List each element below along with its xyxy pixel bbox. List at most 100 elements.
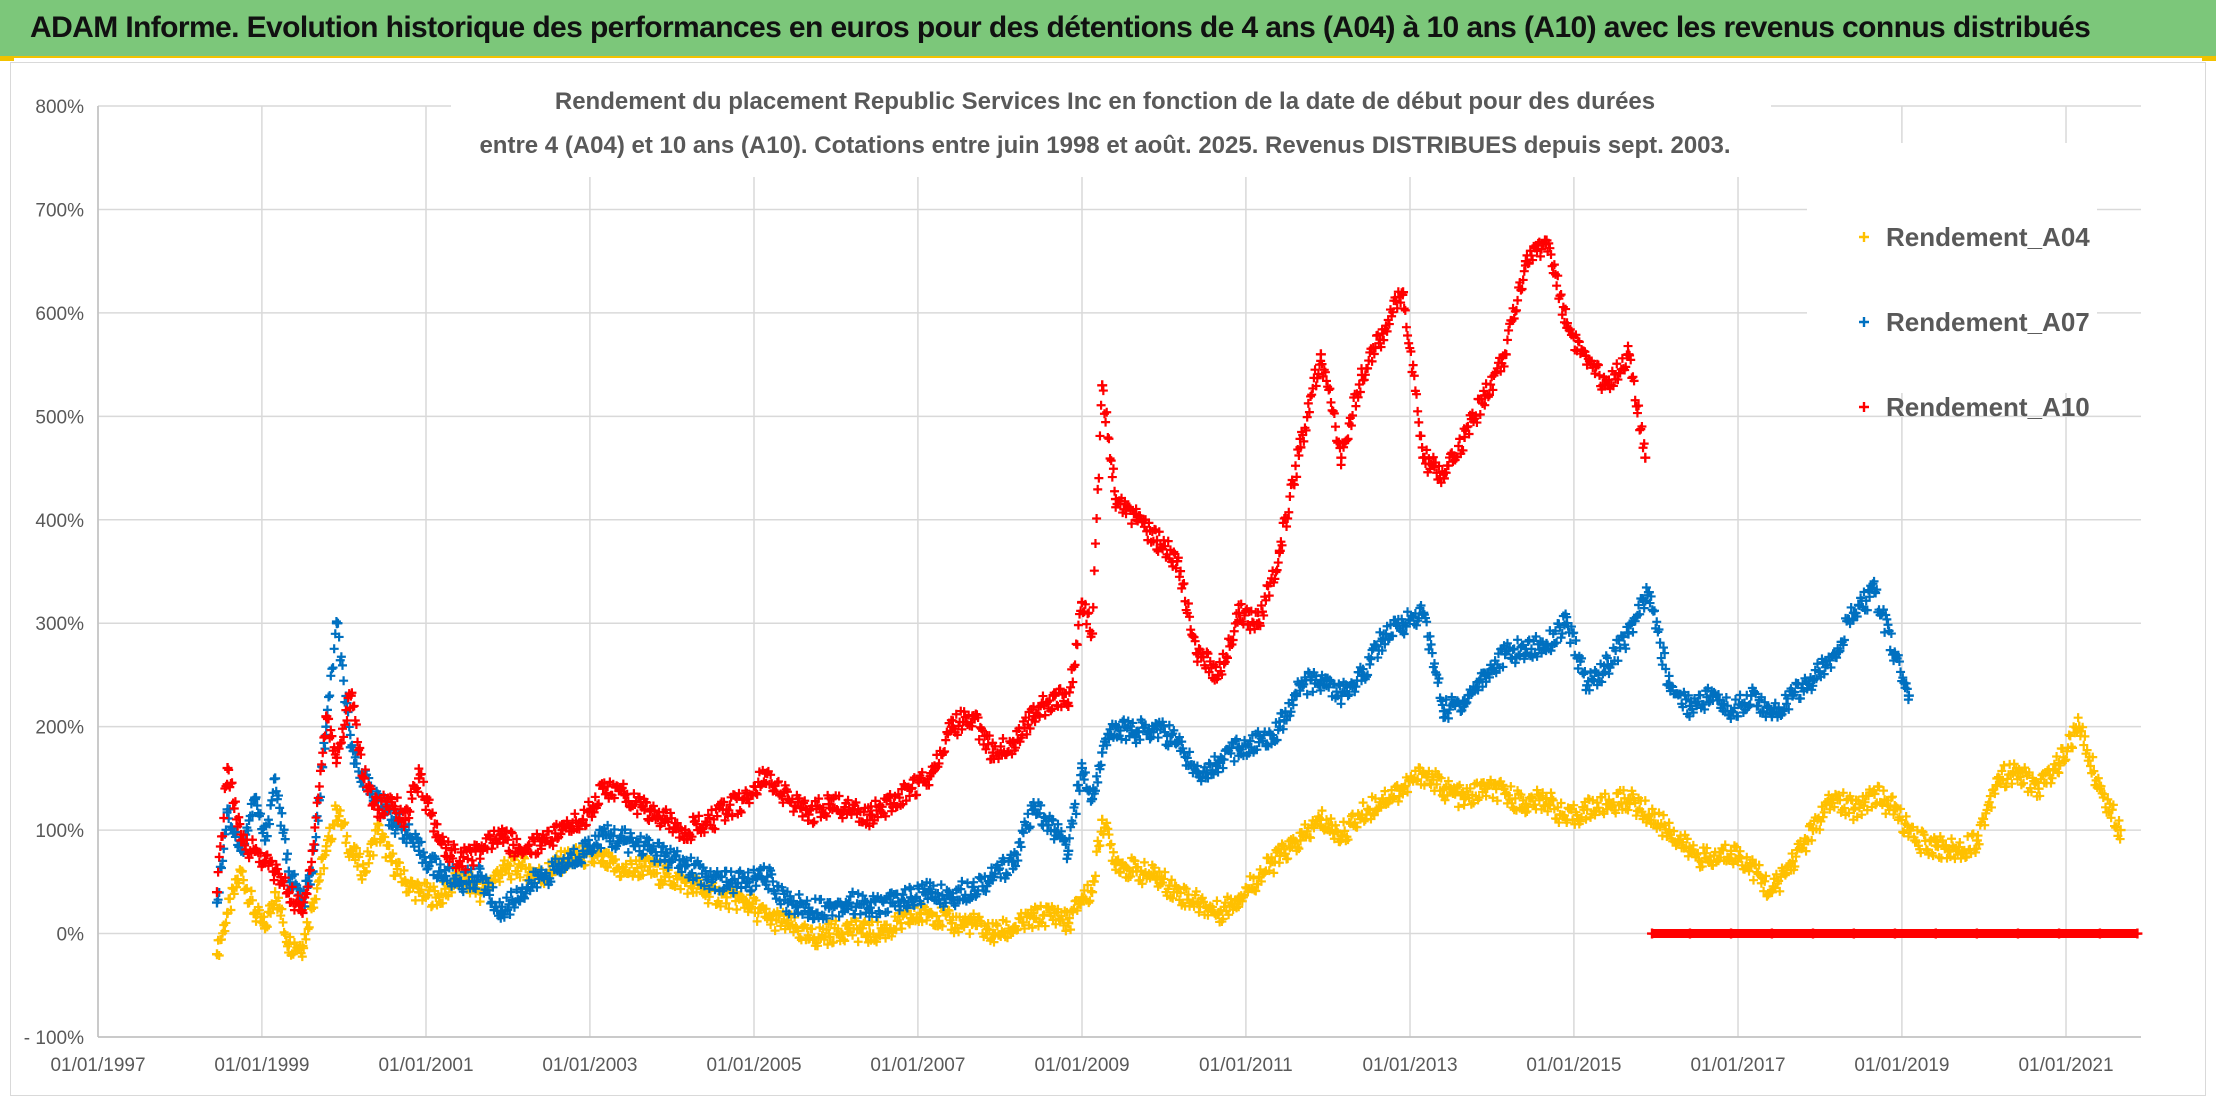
data-point — [1182, 753, 1192, 763]
data-point — [1204, 758, 1214, 768]
data-point — [724, 805, 734, 815]
data-point — [224, 765, 234, 775]
data-point — [1763, 701, 1773, 711]
data-point — [1619, 785, 1629, 795]
data-point — [741, 895, 751, 905]
data-point — [905, 919, 915, 929]
data-point — [1428, 775, 1438, 785]
data-point — [266, 908, 276, 918]
data-point — [262, 831, 272, 841]
data-point — [1909, 832, 1919, 842]
data-point — [1340, 826, 1350, 836]
data-point — [1801, 846, 1811, 856]
data-point — [541, 868, 551, 878]
data-point — [1401, 621, 1411, 631]
data-point — [330, 750, 340, 760]
data-point — [503, 835, 513, 845]
data-point — [816, 894, 826, 904]
data-point — [1516, 285, 1526, 295]
data-point — [1403, 787, 1413, 797]
data-point — [334, 632, 344, 642]
data-point — [1819, 669, 1829, 679]
data-point — [1664, 818, 1674, 828]
data-point — [924, 886, 934, 896]
data-point — [1291, 836, 1301, 846]
data-point — [732, 904, 742, 914]
data-point — [261, 920, 271, 930]
data-point — [1528, 793, 1538, 803]
data-point — [1604, 669, 1614, 679]
data-point — [1212, 896, 1222, 906]
data-point — [1846, 602, 1856, 612]
data-point — [978, 726, 988, 736]
data-point — [1063, 698, 1073, 708]
data-point — [1818, 812, 1828, 822]
data-point — [221, 918, 231, 928]
data-point — [238, 830, 248, 840]
data-point — [1434, 673, 1444, 683]
data-point — [1092, 847, 1102, 857]
data-point — [222, 763, 233, 774]
data-point — [1519, 654, 1529, 664]
data-point — [548, 841, 558, 851]
data-point — [809, 817, 819, 827]
data-point — [1484, 390, 1494, 400]
data-point — [1024, 823, 1034, 833]
grid — [97, 105, 2141, 1038]
data-point — [1742, 852, 1752, 862]
data-point — [594, 831, 604, 841]
data-point — [1630, 798, 1640, 808]
data-point — [875, 909, 885, 919]
data-point — [747, 885, 757, 895]
data-point — [1599, 661, 1609, 671]
data-point — [1040, 710, 1050, 720]
data-point — [1520, 649, 1530, 659]
data-point — [1464, 429, 1474, 439]
data-point — [1722, 701, 1732, 711]
data-point — [2026, 787, 2036, 797]
data-point — [388, 849, 398, 859]
data-point — [1388, 631, 1398, 641]
data-point — [1063, 850, 1073, 860]
data-point — [506, 887, 516, 897]
data-point — [1312, 373, 1322, 383]
data-point — [1272, 735, 1282, 745]
data-point — [351, 720, 361, 730]
data-point — [1761, 871, 1771, 881]
data-point — [1226, 748, 1236, 758]
data-point — [358, 772, 368, 782]
data-point — [1744, 866, 1754, 876]
data-point — [1552, 281, 1562, 291]
data-point — [1747, 855, 1757, 865]
data-point — [1623, 341, 1633, 351]
data-point — [906, 909, 916, 919]
data-point — [728, 888, 738, 898]
data-point — [360, 765, 370, 775]
data-point — [1490, 368, 1500, 378]
data-point — [1307, 672, 1317, 682]
data-point — [351, 843, 361, 853]
data-point — [1713, 690, 1723, 700]
data-point — [753, 908, 763, 918]
data-point — [342, 831, 352, 841]
data-point — [1379, 335, 1389, 345]
data-point — [399, 822, 409, 832]
data-point — [1574, 337, 1584, 347]
data-point — [663, 863, 673, 873]
data-point — [1484, 672, 1494, 682]
data-point — [508, 840, 518, 850]
data-point — [1073, 620, 1083, 630]
data-point — [1285, 492, 1295, 502]
data-point — [891, 925, 901, 935]
data-point — [364, 858, 374, 868]
data-point — [752, 789, 762, 799]
data-point — [877, 802, 887, 812]
data-point — [320, 850, 330, 860]
data-point — [487, 897, 497, 907]
data-point — [644, 835, 654, 845]
data-point — [282, 849, 292, 859]
data-point — [802, 896, 812, 906]
data-point — [632, 863, 642, 873]
data-point — [1383, 798, 1393, 808]
data-point — [512, 834, 522, 844]
